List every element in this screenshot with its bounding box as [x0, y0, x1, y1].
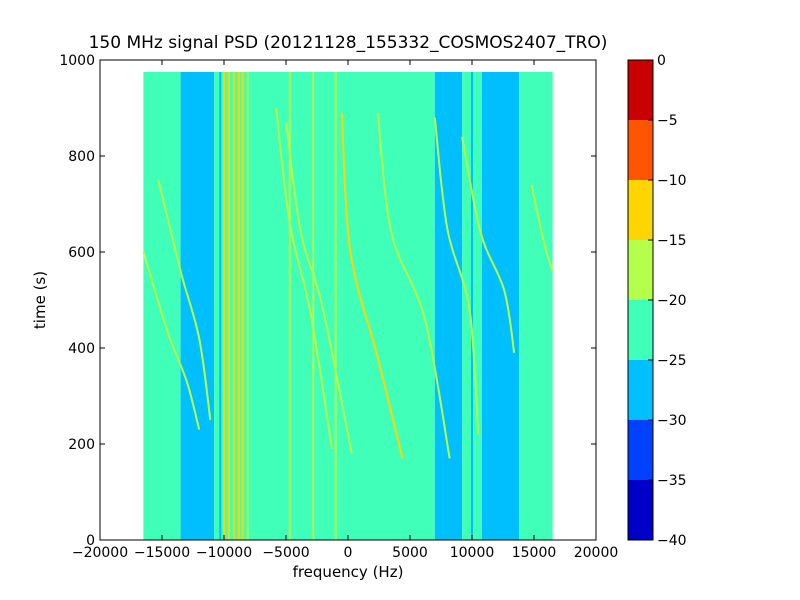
- x-tick-label: 10000: [450, 545, 495, 561]
- colorbar-tick-label: −10: [657, 173, 687, 189]
- doppler-curve: [340, 112, 404, 459]
- colorbar-tick-label: −40: [657, 533, 687, 549]
- colorbar-tick-label: −25: [657, 353, 687, 369]
- y-tick-label: 400: [68, 341, 95, 357]
- colorbar-segment: [628, 240, 653, 300]
- y-tick-label: 1000: [59, 53, 95, 69]
- y-axis-label: time (s): [31, 271, 49, 329]
- x-tick-label: −15000: [134, 545, 190, 561]
- doppler-curve: [530, 184, 554, 272]
- colorbar-segment: [628, 480, 653, 540]
- doppler-curve: [433, 117, 480, 435]
- doppler-curve: [376, 112, 451, 459]
- psd-band: [519, 72, 553, 540]
- x-tick-label: 0: [344, 545, 353, 561]
- background-bands: [143, 72, 553, 540]
- colorbar-segment: [628, 360, 653, 420]
- y-tick-label: 200: [68, 437, 95, 453]
- vertical-lines: [219, 72, 473, 540]
- chart-title: 150 MHz signal PSD (20121128_155332_COSM…: [89, 33, 608, 53]
- x-axis-ticks: −20000 −15000 −10000 −5000 0 5000 10000 15000 20…: [72, 60, 618, 561]
- y-tick-label: 800: [68, 149, 95, 165]
- colorbar-segment: [628, 180, 653, 240]
- psd-band: [143, 72, 181, 540]
- x-tick-label: −20000: [72, 545, 128, 561]
- doppler-curve: [275, 107, 333, 449]
- x-tick-label: −5000: [262, 545, 309, 561]
- psd-band: [481, 72, 520, 540]
- colorbar-tick-label: −35: [657, 473, 687, 489]
- colorbar: −40 −35 −30 −25 −20 −15 −10 −5 0: [627, 53, 687, 549]
- doppler-curves: [142, 107, 554, 459]
- psd-band: [214, 72, 435, 540]
- colorbar-tick-label: −30: [657, 413, 687, 429]
- colorbar-segment: [628, 60, 653, 120]
- y-tick-label: 0: [86, 533, 95, 549]
- y-axis-ticks: 0 200 400 600 800 1000: [59, 53, 596, 549]
- colorbar-segment: [628, 120, 653, 180]
- doppler-curve: [157, 179, 212, 421]
- doppler-curve: [461, 136, 516, 353]
- psd-band: [434, 72, 463, 540]
- doppler-curve: [142, 251, 201, 430]
- colorbar-segment: [628, 420, 653, 480]
- x-tick-label: 15000: [512, 545, 557, 561]
- x-axis-label: frequency (Hz): [293, 563, 404, 581]
- x-tick-label: 5000: [392, 545, 428, 561]
- colorbar-tick-label: 0: [657, 53, 666, 69]
- colorbar-segment: [628, 300, 653, 360]
- x-tick-label: −10000: [196, 545, 252, 561]
- x-tick-label: 20000: [574, 545, 619, 561]
- colorbar-tick-label: −5: [657, 113, 678, 129]
- plot-area: [142, 72, 554, 540]
- y-tick-label: 600: [68, 245, 95, 261]
- doppler-curve: [285, 122, 353, 454]
- colorbar-tick-label: −15: [657, 233, 687, 249]
- colorbar-tick-label: −20: [657, 293, 687, 309]
- psd-band: [180, 72, 215, 540]
